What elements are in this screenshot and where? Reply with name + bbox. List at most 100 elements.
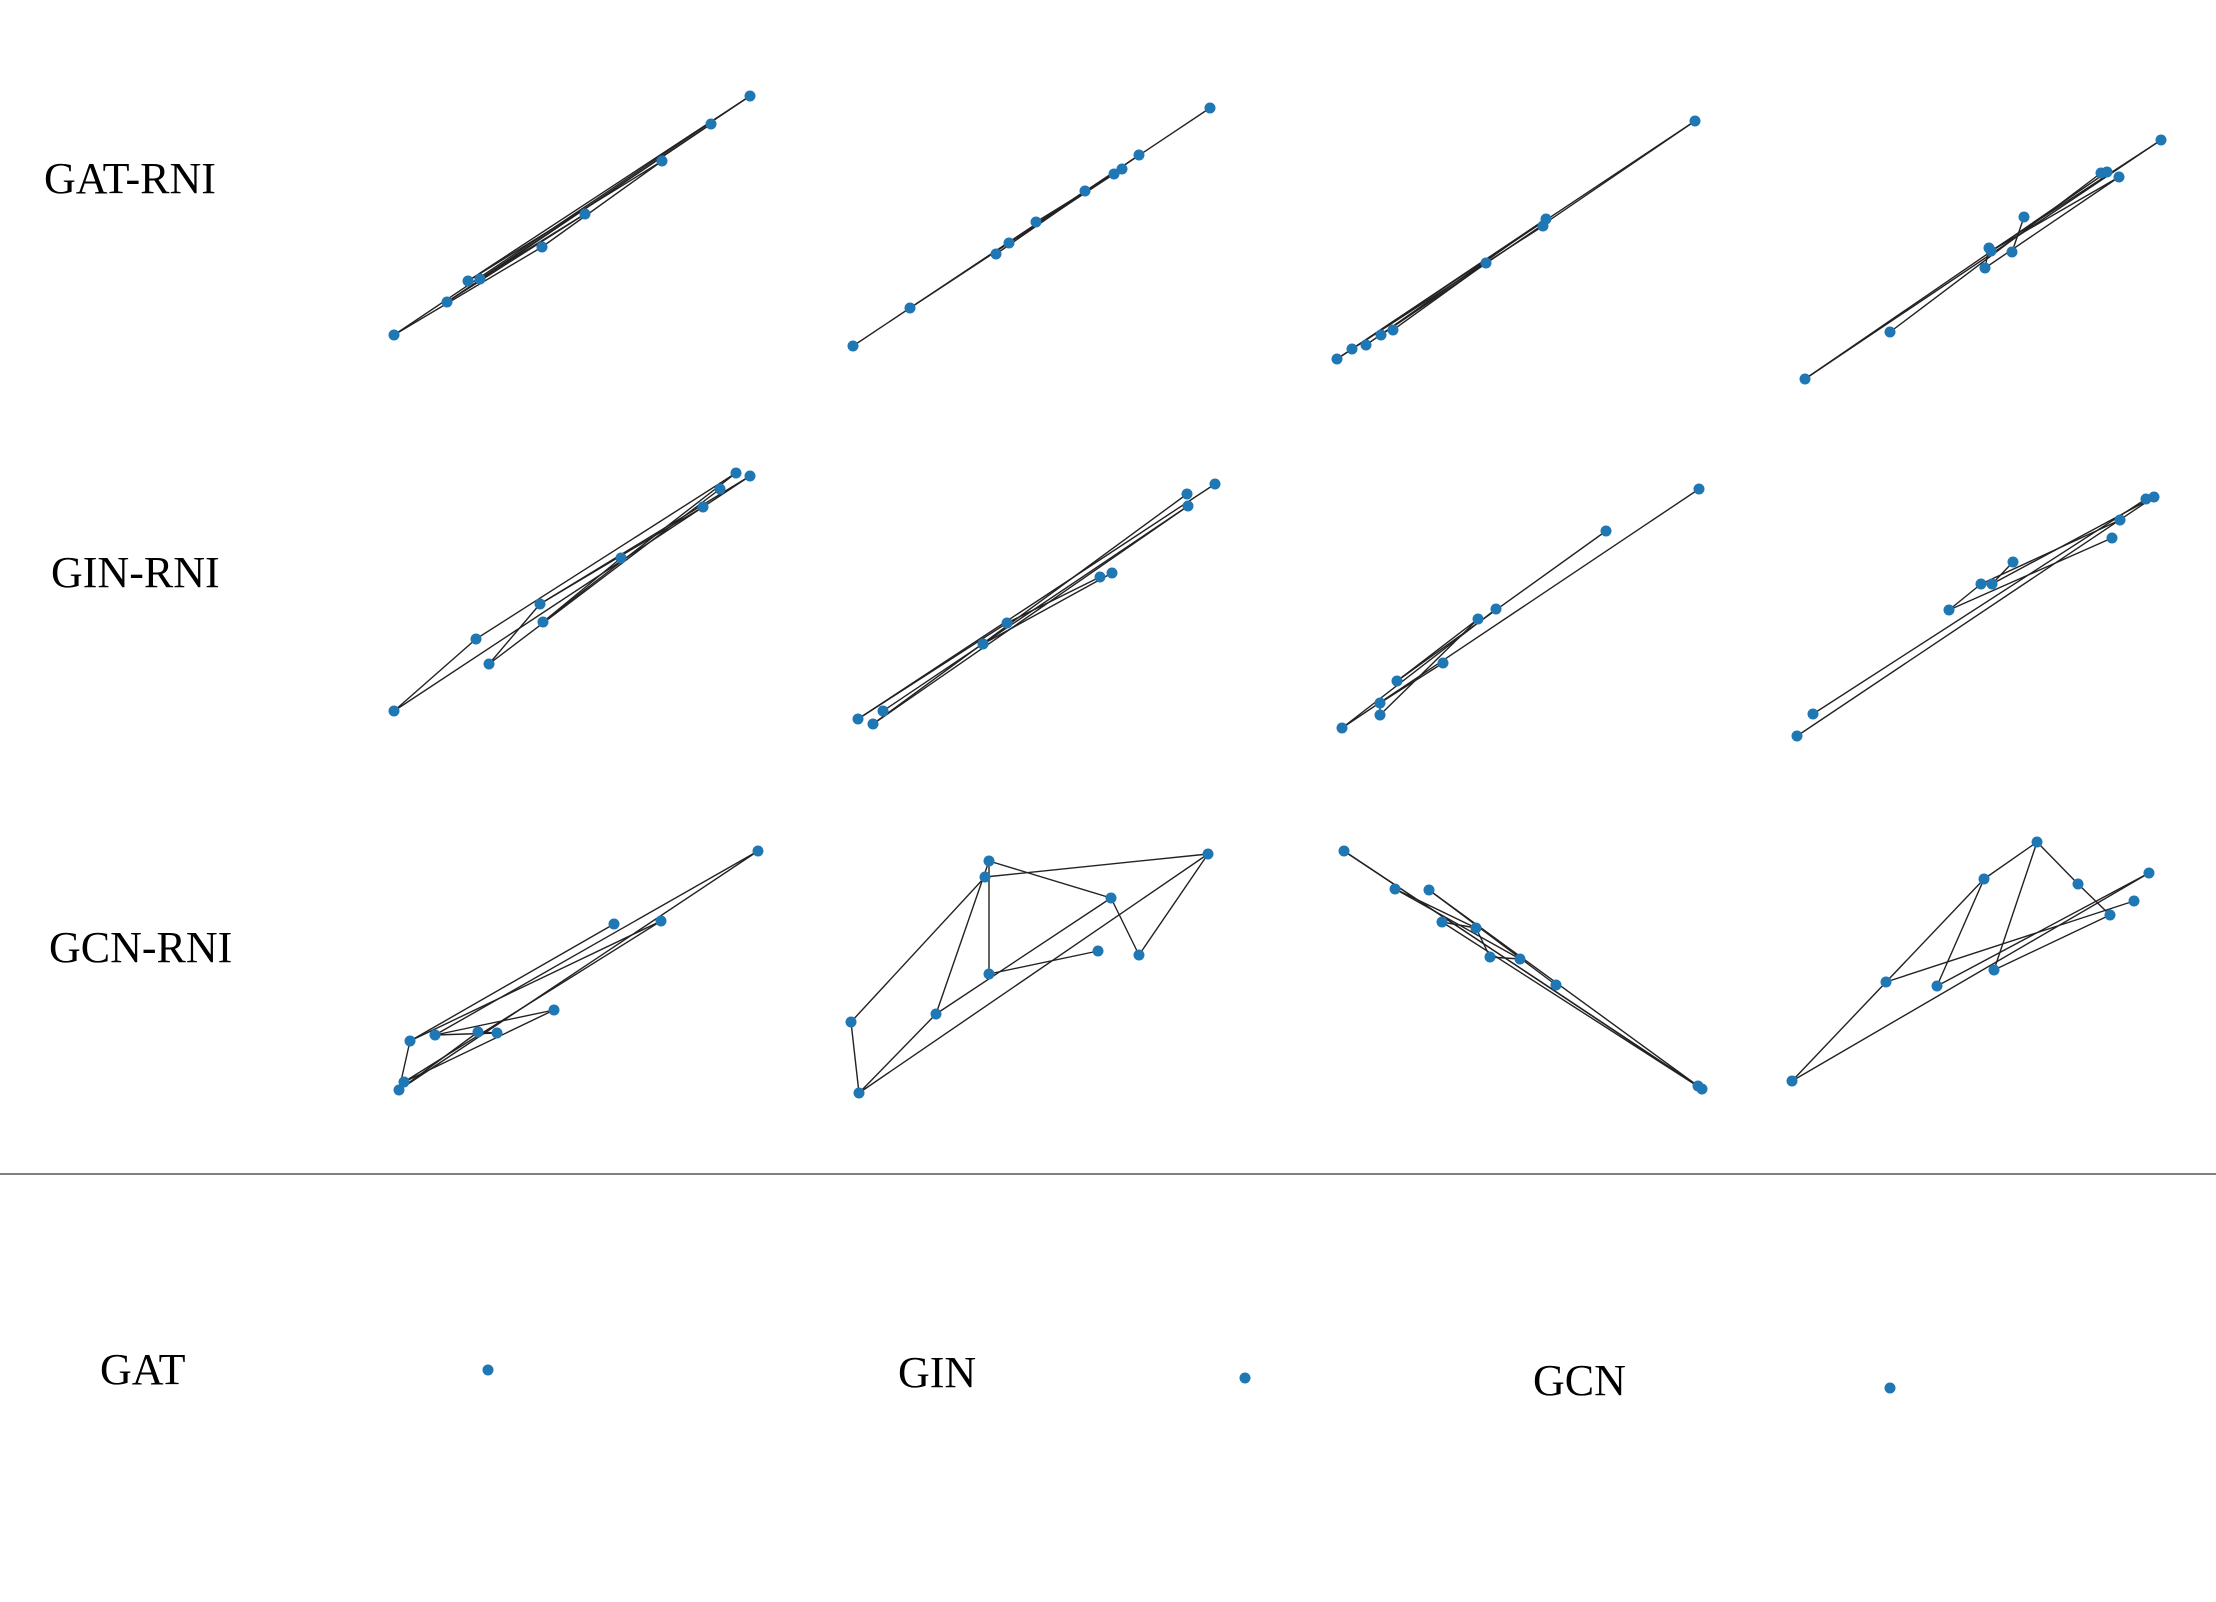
graph-edge — [1396, 618, 1479, 682]
graph-edge — [982, 572, 1113, 645]
graph-node — [1387, 324, 1399, 336]
graph-edge — [984, 853, 1209, 878]
graph-node — [1799, 373, 1811, 385]
graph-node — [2101, 166, 2113, 178]
graph-node — [1600, 525, 1612, 537]
graph-node — [472, 1026, 484, 1038]
graph-node — [388, 705, 400, 717]
graph-node — [2128, 895, 2140, 907]
graph-node — [1374, 697, 1386, 709]
graph-edge — [541, 160, 663, 248]
graph-edge — [1948, 537, 2113, 611]
graph-panel-gin-rni-2 — [852, 478, 1221, 730]
graph-edge — [539, 475, 751, 605]
graph-node — [1389, 883, 1401, 895]
graph-node — [462, 275, 474, 287]
graph-edge — [393, 638, 477, 712]
graph-node — [845, 1016, 857, 1028]
graph-edge — [1394, 888, 1521, 960]
graph-node — [1116, 163, 1128, 175]
graph-edge — [858, 1013, 937, 1094]
graph-node — [1133, 949, 1145, 961]
graph-edge — [1441, 921, 1477, 929]
graph-edge — [935, 860, 990, 1015]
graph-edge — [479, 213, 586, 280]
graph-node — [853, 1087, 865, 1099]
graph-node — [615, 552, 627, 564]
graph-panel-gcn-rni-1 — [393, 845, 764, 1096]
graph-node — [1696, 1083, 1708, 1095]
graph-panel-gcn-rni-4 — [1786, 836, 2155, 1087]
graph-panel-gat-rni-3 — [1331, 115, 1701, 365]
graph-edge — [1993, 841, 2038, 971]
graph-node — [429, 1029, 441, 1041]
graph-edge — [1791, 872, 2150, 1082]
graph-node — [2072, 878, 2084, 890]
graph-node — [1884, 326, 1896, 338]
graph-node — [537, 616, 549, 628]
graph-edge — [1396, 530, 1607, 682]
graph-edge — [1336, 218, 1547, 360]
graph-edge — [409, 920, 662, 1042]
graph-edge — [872, 493, 1188, 725]
graph-node — [2018, 211, 2030, 223]
graph-node — [1988, 964, 2000, 976]
graph-node — [1807, 708, 1819, 720]
graph-edge — [1812, 498, 2147, 715]
graph-node — [656, 155, 668, 167]
graph-node — [1975, 578, 1987, 590]
graph-node — [904, 302, 916, 314]
graph-node — [2148, 491, 2160, 503]
graph-node — [1346, 343, 1358, 355]
graph-node — [1786, 1075, 1798, 1087]
graph-edge — [858, 853, 1209, 1094]
row-label-gin-rni: GIN-RNI — [51, 548, 220, 597]
graph-edge — [475, 472, 737, 640]
graph-node — [1437, 657, 1449, 669]
graph-node — [1105, 892, 1117, 904]
graph-node — [752, 845, 764, 857]
graph-edge — [857, 622, 1008, 720]
graph-edge — [434, 850, 759, 1036]
graph-node — [398, 1076, 410, 1088]
graph-node — [474, 273, 486, 285]
graph-node — [930, 1008, 942, 1020]
graph-node — [1931, 980, 1943, 992]
graph-edge — [479, 123, 712, 280]
graph-edge — [1379, 662, 1444, 704]
graph-edge — [1394, 888, 1477, 929]
graph-node — [2007, 556, 2019, 568]
graph-edge — [1990, 176, 2120, 252]
graph-edge — [393, 95, 751, 336]
graph-node — [705, 118, 717, 130]
row-label-gat-rni: GAT-RNI — [44, 154, 216, 203]
graph-node — [1880, 976, 1892, 988]
graph-edge — [850, 1021, 860, 1094]
graph-node — [2006, 246, 2018, 258]
graph-node — [714, 483, 726, 495]
graph-node — [1003, 237, 1015, 249]
graph-edge — [393, 475, 751, 712]
graph-edge — [403, 1009, 555, 1083]
graph-node — [1983, 242, 1995, 254]
graph-node — [2031, 836, 2043, 848]
graph-node — [1106, 567, 1118, 579]
graph-node — [2106, 532, 2118, 544]
graph-node — [1484, 951, 1496, 963]
graph-edge — [1343, 850, 1699, 1087]
graph-panel-gcn-rni-2 — [845, 848, 1214, 1099]
graph-node — [1693, 483, 1705, 495]
graph-node — [393, 1084, 405, 1096]
graph-edge — [1110, 897, 1140, 956]
graph-edge — [850, 876, 986, 1023]
graph-node — [1079, 185, 1091, 197]
graph-edge — [2011, 216, 2025, 253]
graph-node — [1374, 709, 1386, 721]
graph-node — [388, 329, 400, 341]
graph-node — [744, 90, 756, 102]
graph-node — [2114, 514, 2126, 526]
graph-node — [1108, 168, 1120, 180]
graph-node — [2104, 909, 2116, 921]
graph-node — [1204, 102, 1216, 114]
graph-edge — [1990, 139, 2162, 252]
